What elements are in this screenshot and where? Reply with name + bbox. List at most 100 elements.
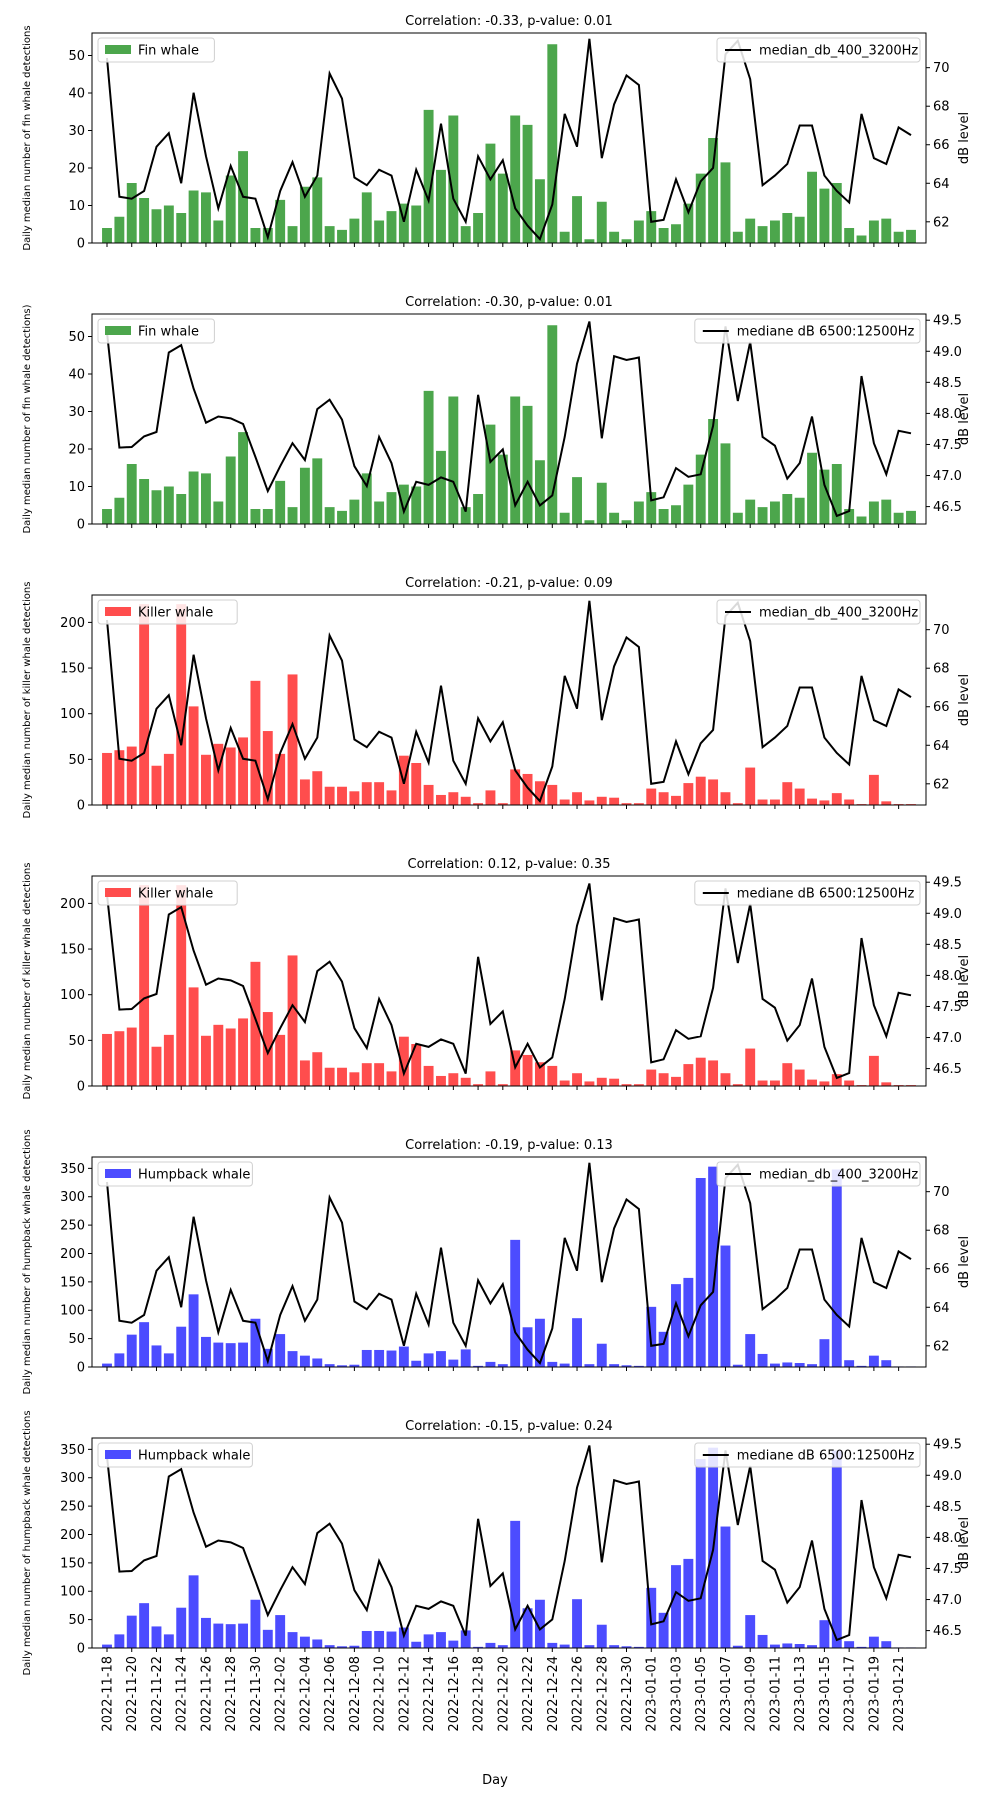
bar: [201, 754, 211, 805]
bar: [361, 473, 372, 524]
bar: [559, 799, 570, 805]
bar: [757, 799, 768, 805]
bar: [609, 1645, 620, 1648]
bar: [782, 1362, 793, 1367]
bar: [868, 1055, 879, 1086]
y-tick-label: 300: [60, 1471, 85, 1486]
bar: [732, 231, 743, 243]
x-tick-label: 2022-12-14: [422, 1656, 437, 1732]
bar: [497, 1364, 508, 1367]
bar: [658, 792, 669, 805]
bar: [163, 1634, 174, 1648]
bar: [584, 1645, 595, 1648]
bar: [299, 1060, 310, 1086]
bar: [250, 1599, 261, 1648]
x-tick-label: 2022-12-06: [323, 1656, 338, 1732]
x-tick-label: 2022-11-24: [175, 1656, 190, 1732]
bar: [126, 1027, 137, 1086]
y2-tick-label: 48.5: [933, 938, 962, 953]
y-tick-label: 30: [68, 405, 85, 420]
bar: [819, 1339, 830, 1367]
bar: [534, 179, 545, 243]
y-axis-label: Daily median number of humpback whale de…: [22, 1410, 33, 1675]
bar: [522, 1327, 533, 1367]
bar: [299, 1355, 310, 1367]
bar: [201, 1336, 211, 1367]
bar: [139, 1603, 150, 1648]
bar: [720, 1073, 731, 1086]
bar: [745, 1048, 756, 1086]
bar: [572, 196, 582, 243]
bar: [448, 1640, 459, 1648]
bar: [201, 192, 211, 243]
bar: [250, 961, 261, 1086]
legend-box: [97, 37, 215, 63]
bar: [102, 1363, 112, 1367]
bar: [102, 752, 112, 805]
y-tick-label: 40: [68, 87, 85, 102]
bar: [213, 1024, 224, 1086]
bar: [720, 792, 731, 805]
legend-label: Killer whale: [138, 887, 213, 902]
y-axis-label: Daily median number of killer whale dete…: [22, 863, 33, 1100]
bar: [102, 1033, 112, 1086]
bar: [671, 505, 681, 524]
bar: [534, 781, 545, 805]
bar: [510, 1239, 521, 1367]
bar: [658, 1073, 669, 1086]
bar: [782, 782, 793, 805]
y2-tick-label: 66: [933, 1262, 950, 1277]
bar: [881, 1641, 892, 1648]
y2-tick-label: 68: [933, 1224, 950, 1239]
bar: [386, 1071, 397, 1086]
bar: [893, 231, 904, 243]
bar: [732, 1084, 743, 1086]
y2-tick-label: 46.5: [933, 500, 962, 515]
bar: [572, 792, 582, 805]
bar: [596, 1624, 607, 1648]
bar: [176, 494, 187, 524]
bar: [349, 499, 360, 524]
bar: [745, 499, 756, 524]
bar: [250, 680, 261, 805]
legend-swatch: [105, 607, 131, 616]
bar: [473, 1365, 484, 1367]
bar: [683, 1064, 694, 1086]
bar: [782, 494, 793, 524]
bar: [881, 218, 892, 243]
legend-label: Humpback whale: [138, 1168, 250, 1183]
bar: [497, 803, 508, 805]
bar: [856, 1646, 867, 1648]
legend-line: median_db_400_3200Hz: [716, 37, 921, 63]
x-axis-label: Day: [482, 1773, 508, 1788]
bar: [324, 226, 335, 243]
y-tick-label: 100: [60, 707, 85, 722]
bar: [621, 803, 632, 805]
bar: [102, 228, 112, 243]
bar: [374, 1063, 385, 1086]
y-tick-label: 50: [68, 1034, 85, 1049]
legend-swatch: [105, 326, 131, 335]
bar: [534, 1318, 545, 1367]
bar: [844, 228, 855, 243]
bar: [448, 1359, 459, 1367]
y-tick-label: 0: [77, 799, 85, 814]
bar: [720, 1526, 731, 1648]
bar: [844, 509, 855, 524]
x-tick-label: 2022-11-30: [249, 1656, 264, 1732]
bar: [485, 1642, 496, 1648]
bar: [299, 186, 310, 243]
bar: [163, 205, 174, 243]
y2-tick-label: 68: [933, 100, 950, 115]
bar: [176, 885, 187, 1086]
bar: [621, 520, 632, 524]
bar: [139, 604, 150, 805]
bar: [386, 211, 397, 243]
bar: [374, 220, 385, 243]
bar: [374, 782, 385, 805]
bar: [584, 1364, 595, 1367]
bar: [782, 1063, 793, 1086]
bar: [708, 779, 719, 805]
bar: [868, 774, 879, 805]
